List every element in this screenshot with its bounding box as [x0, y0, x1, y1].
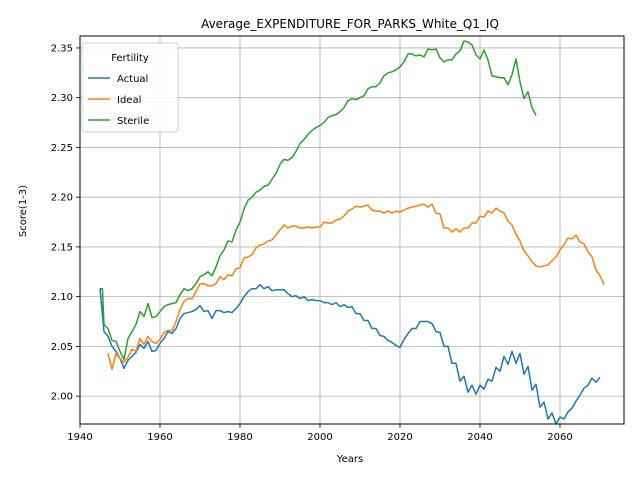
y-tick-label: 2.05 — [51, 342, 73, 353]
legend-title: Fertility — [111, 53, 149, 64]
y-tick-label: 2.15 — [51, 242, 73, 253]
legend-label-sterile: Sterile — [117, 116, 149, 127]
legend-label-ideal: Ideal — [117, 95, 141, 106]
plot-frame — [79, 35, 625, 425]
legend: Fertility Actual Ideal Sterile — [81, 42, 179, 133]
x-tick-label: 2060 — [547, 432, 572, 443]
x-axis-title: Years — [336, 454, 363, 465]
series-line-ideal — [107, 203, 605, 371]
y-tick-label: 2.25 — [51, 143, 73, 154]
y-tick-label: 2.00 — [51, 392, 73, 403]
x-tick-label: 2000 — [307, 432, 332, 443]
chart-title: Average_EXPENDITURE_FOR_PARKS_White_Q1_I… — [201, 17, 499, 31]
series-line-sterile — [100, 40, 537, 361]
y-axis: 2.00 2.05 2.10 2.15 2.20 2.25 2.30 2.35 — [51, 43, 80, 403]
x-tick-label: 1980 — [227, 432, 252, 443]
legend-box — [81, 42, 179, 133]
y-tick-label: 2.10 — [51, 292, 73, 303]
y-tick-label: 2.30 — [51, 93, 73, 104]
legend-label-actual: Actual — [117, 74, 148, 85]
series-line-actual — [99, 283, 601, 425]
x-tick-label: 1960 — [147, 432, 172, 443]
x-tick-label: 2040 — [467, 432, 492, 443]
x-tick-label: 1940 — [67, 432, 92, 443]
x-axis: 1940 1960 1980 2000 2020 2040 2060 — [67, 424, 573, 443]
x-tick-label: 2020 — [387, 432, 412, 443]
grid-lines — [79, 36, 624, 424]
y-tick-label: 2.35 — [51, 43, 73, 54]
y-axis-title: Score(1-3) — [18, 185, 29, 237]
plot-lines — [99, 40, 605, 425]
y-tick-label: 2.20 — [51, 193, 73, 204]
